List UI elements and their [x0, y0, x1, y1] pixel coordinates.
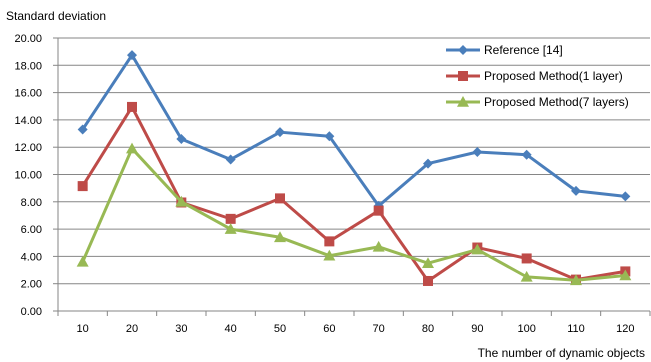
- data-point-2: [324, 236, 335, 247]
- data-point-3: [274, 231, 286, 243]
- y-tick-label: 18.00: [14, 60, 42, 72]
- data-point-1: [77, 124, 88, 135]
- y-tick-label: 20.00: [14, 33, 42, 45]
- legend-marker-3: [457, 96, 469, 107]
- legend: Reference [14] Proposed Method(1 layer) Pr…: [446, 43, 629, 109]
- data-point-1: [571, 185, 581, 196]
- y-axis-title: Standard deviation: [6, 9, 106, 23]
- x-tick-label: 60: [323, 323, 335, 335]
- x-tick-label: 10: [77, 323, 89, 335]
- data-point-3: [471, 243, 484, 255]
- x-tick-label: 100: [517, 323, 535, 335]
- data-point-3: [570, 274, 582, 286]
- data-point-1: [472, 146, 483, 157]
- data-point-3: [422, 257, 434, 269]
- data-point-3: [520, 270, 533, 282]
- data-point-3: [372, 240, 385, 252]
- x-tick-label: 80: [422, 323, 434, 335]
- x-tick-labels: 10 20 30 40 50 60 70 80 90 100 110 120: [77, 323, 635, 335]
- data-point-2: [127, 101, 137, 112]
- axes: [53, 37, 651, 316]
- data-point-1: [176, 134, 187, 145]
- y-tick-label: 6.00: [21, 224, 42, 236]
- x-tick-label: 70: [373, 323, 385, 335]
- data-point-1: [324, 131, 335, 142]
- data-point-2: [521, 253, 532, 264]
- series-line-2: [81, 105, 626, 283]
- data-point-3: [224, 223, 237, 234]
- y-tick-label: 12.00: [14, 142, 42, 154]
- data-point-1: [521, 149, 532, 160]
- x-tick-label: 40: [225, 323, 237, 335]
- data-point-2: [373, 205, 384, 216]
- legend-marker-2: [458, 71, 468, 81]
- data-point-3: [175, 195, 188, 207]
- y-tick-label: 10.00: [14, 170, 42, 182]
- data-point-2: [225, 213, 236, 224]
- legend-marker-1: [458, 45, 468, 55]
- y-tick-label: 0.00: [21, 306, 42, 318]
- legend-label-3: Proposed Method(7 layers): [484, 95, 629, 109]
- series-lines: [76, 50, 632, 286]
- data-point-2: [423, 275, 433, 286]
- y-tick-label: 16.00: [14, 88, 42, 100]
- data-point-3: [76, 255, 89, 267]
- x-tick-label: 50: [274, 323, 286, 335]
- data-point-3: [323, 249, 336, 261]
- data-point-3: [126, 142, 138, 154]
- legend-label-1: Reference [14]: [484, 43, 563, 57]
- y-tick-label: 8.00: [21, 197, 42, 209]
- data-point-1: [275, 127, 285, 138]
- y-tick-label: 14.00: [14, 115, 42, 127]
- legend-label-2: Proposed Method(1 layer): [484, 69, 623, 83]
- x-tick-label: 120: [616, 323, 634, 335]
- x-tick-label: 90: [471, 323, 483, 335]
- x-axis-title: The number of dynamic objects: [478, 346, 645, 360]
- y-tick-label: 4.00: [21, 251, 42, 263]
- series-line-3: [81, 147, 626, 282]
- y-tick-label: 2.00: [21, 279, 42, 291]
- gridlines: [58, 37, 650, 285]
- series-line-1: [81, 53, 626, 208]
- x-tick-label: 30: [175, 323, 187, 335]
- y-tick-labels: 0.00 2.00 4.00 6.00 8.00 10.00 12.00 14.00 16.00…: [14, 33, 42, 318]
- data-point-1: [127, 50, 137, 61]
- data-point-1: [423, 158, 433, 169]
- x-tick-label: 20: [126, 323, 138, 335]
- data-point-2: [77, 181, 88, 192]
- x-tick-label: 110: [567, 323, 585, 335]
- data-point-1: [620, 191, 631, 202]
- data-point-1: [225, 154, 236, 165]
- data-point-3: [619, 269, 632, 281]
- data-point-2: [275, 193, 285, 204]
